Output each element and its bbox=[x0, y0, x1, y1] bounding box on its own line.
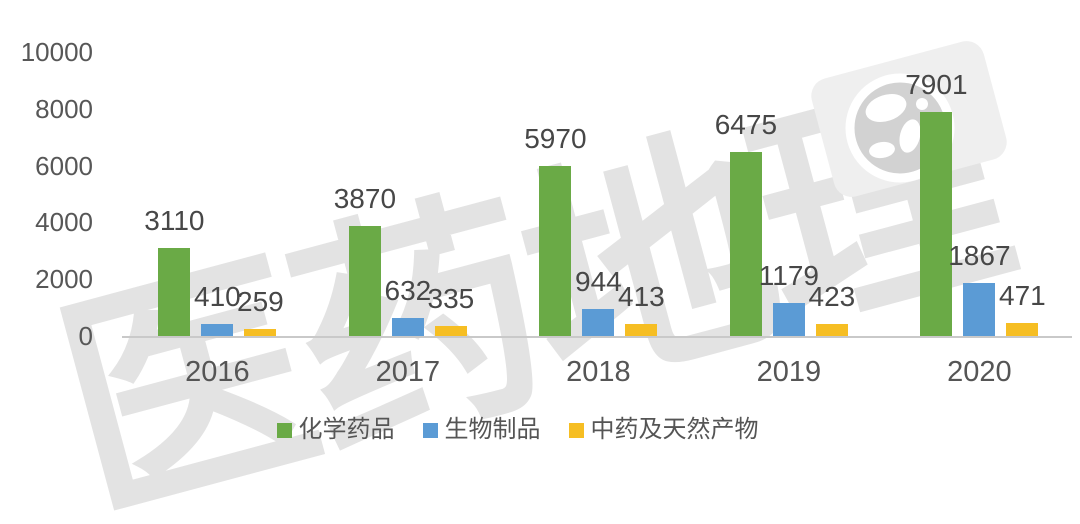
bar-value-label: 7901 bbox=[905, 68, 968, 100]
bar-value-label: 335 bbox=[427, 283, 475, 315]
bar bbox=[963, 282, 996, 336]
bar-value-label: 632 bbox=[384, 275, 432, 307]
bar-value-label: 413 bbox=[618, 281, 665, 313]
bar bbox=[244, 328, 277, 336]
y-tick-label: 4000 bbox=[35, 207, 93, 238]
legend-label: 生物制品 bbox=[444, 416, 541, 443]
bar bbox=[201, 324, 234, 336]
bar bbox=[625, 324, 658, 336]
legend-swatch bbox=[422, 422, 438, 438]
bar bbox=[158, 247, 191, 336]
y-tick-label: 2000 bbox=[35, 264, 93, 295]
bar bbox=[434, 326, 467, 336]
x-tick-label: 2019 bbox=[756, 356, 822, 388]
bar bbox=[391, 318, 424, 336]
x-tick-label: 2016 bbox=[185, 356, 250, 388]
x-tick-label: 2020 bbox=[947, 356, 1012, 388]
legend-swatch bbox=[276, 422, 292, 438]
legend-item: 中药及天然产物 bbox=[568, 416, 759, 443]
bar bbox=[1006, 322, 1039, 336]
bar-value-label: 410 bbox=[194, 281, 241, 313]
legend-swatch bbox=[568, 422, 584, 438]
bar bbox=[582, 309, 615, 336]
bar bbox=[920, 111, 953, 336]
y-tick-label: 6000 bbox=[35, 150, 93, 181]
bar-value-label: 3110 bbox=[144, 204, 205, 236]
bar-value-label: 3870 bbox=[333, 183, 397, 215]
bar-value-label: 1179 bbox=[758, 259, 819, 291]
bar-value-label: 5970 bbox=[524, 123, 587, 155]
bar-value-label: 944 bbox=[575, 266, 622, 298]
legend-item: 生物制品 bbox=[422, 416, 541, 443]
x-axis-line bbox=[122, 336, 1072, 338]
y-tick-label: 10000 bbox=[20, 37, 93, 67]
bar bbox=[729, 152, 762, 336]
bar bbox=[815, 323, 848, 336]
bar bbox=[539, 166, 572, 336]
legend-item: 化学药品 bbox=[276, 416, 395, 443]
legend-label: 中药及天然产物 bbox=[590, 416, 759, 443]
bar bbox=[348, 226, 381, 336]
legend-label: 化学药品 bbox=[298, 416, 395, 443]
legend: 化学药品 生物制品 中药及天然产物 bbox=[0, 417, 1035, 443]
y-tick-label: 8000 bbox=[35, 93, 93, 124]
bar-value-label: 6475 bbox=[714, 109, 778, 141]
bar-value-label: 1867 bbox=[948, 239, 1011, 271]
bar-value-label: 423 bbox=[808, 280, 856, 312]
y-tick-label: 0 bbox=[78, 321, 93, 351]
bar-value-label: 259 bbox=[237, 285, 284, 317]
x-tick-label: 2018 bbox=[566, 356, 631, 388]
x-tick-label: 2017 bbox=[375, 356, 441, 388]
bar-value-label: 471 bbox=[999, 279, 1046, 311]
bar bbox=[772, 302, 805, 336]
